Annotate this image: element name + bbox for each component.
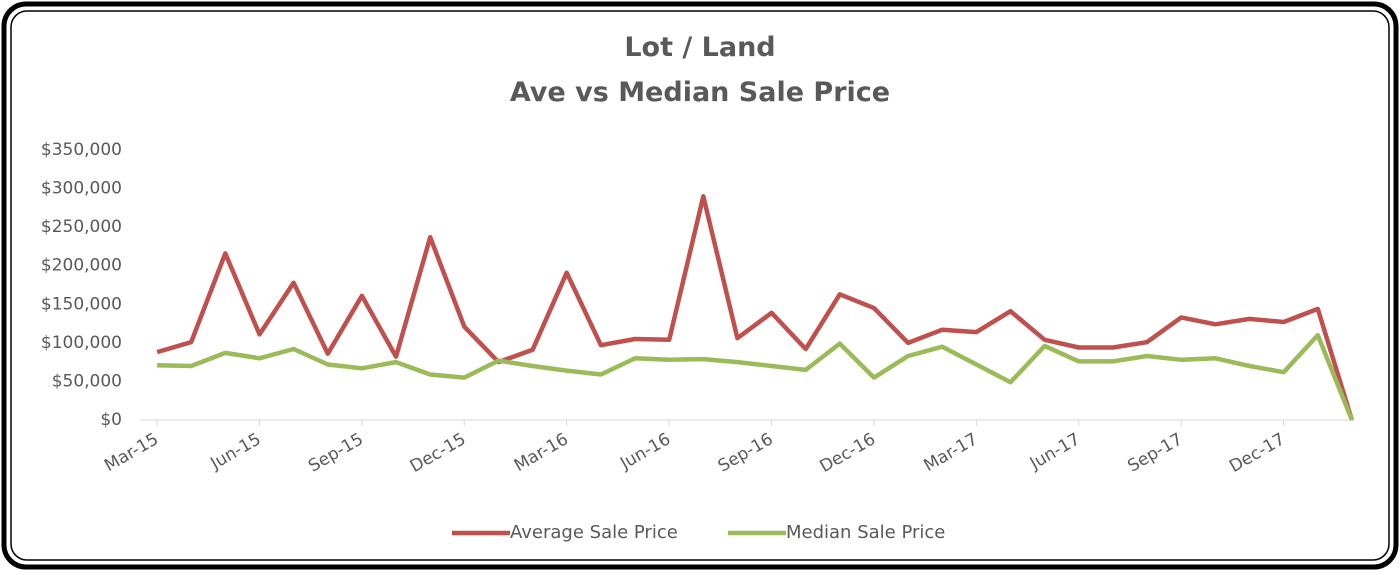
y-tick-label: $300,000 — [41, 179, 122, 199]
y-tick-label: $250,000 — [41, 217, 122, 237]
chart-title: Ave vs Median Sale Price — [510, 77, 890, 108]
y-tick-label: $350,000 — [41, 140, 122, 160]
legend-label: Median Sale Price — [786, 522, 945, 543]
y-tick-label: $200,000 — [41, 256, 122, 276]
y-tick-label: $50,000 — [52, 371, 122, 391]
chart-title: Lot / Land — [624, 32, 775, 63]
series-line — [156, 194, 1355, 421]
series-line — [157, 332, 1354, 421]
y-tick-label: $0 — [100, 410, 122, 430]
legend-label: Average Sale Price — [510, 522, 678, 543]
y-tick-label: $150,000 — [41, 294, 122, 314]
chart-inner-border — [10, 10, 1390, 561]
y-tick-label: $100,000 — [41, 333, 122, 353]
